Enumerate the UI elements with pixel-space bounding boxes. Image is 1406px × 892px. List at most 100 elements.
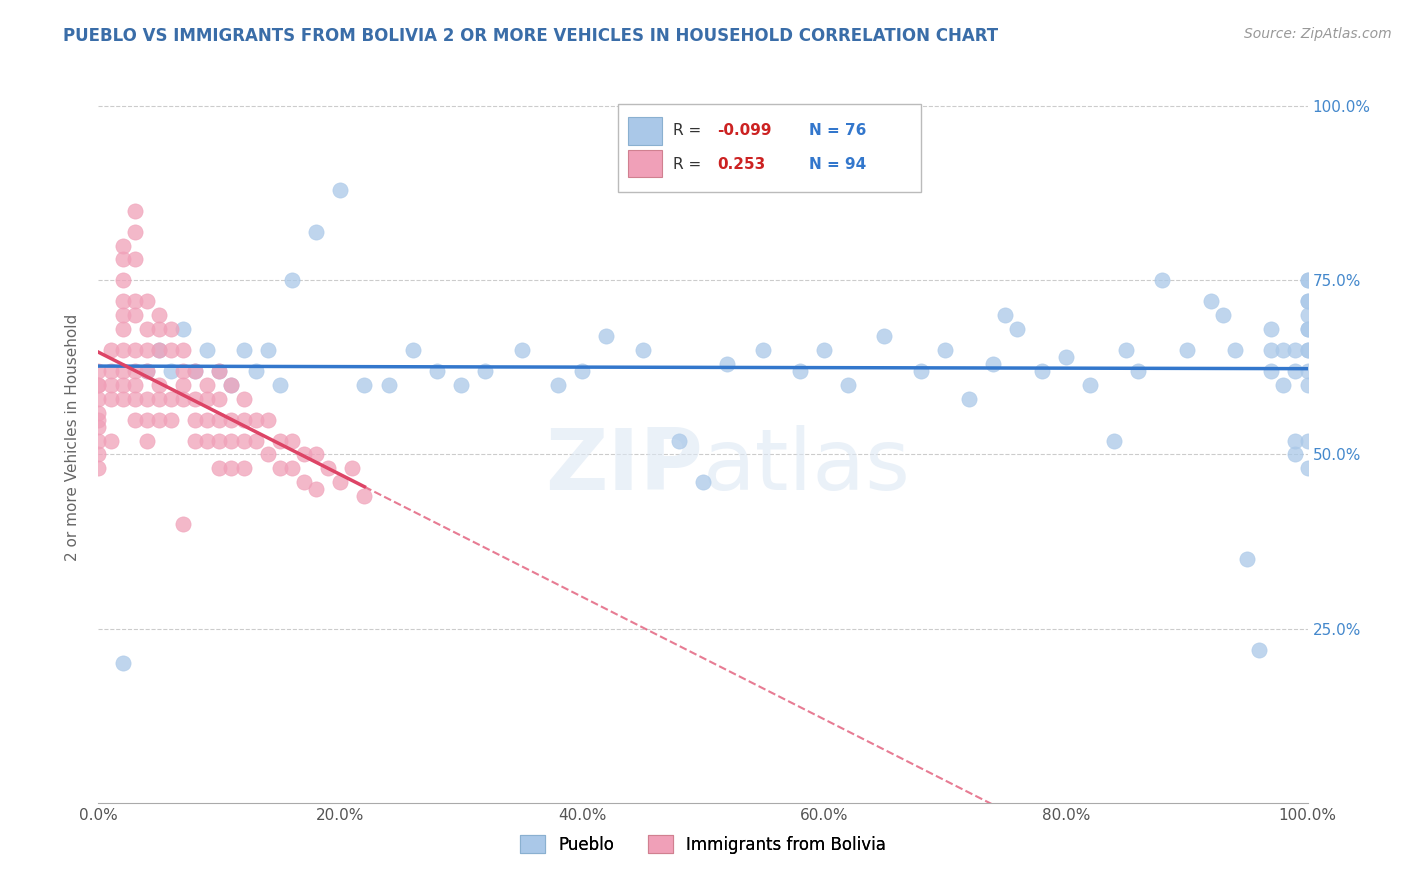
Point: [547, 377, 569, 392]
Point: [172, 377, 194, 392]
Point: [377, 377, 399, 392]
Point: [111, 238, 134, 252]
Point: [510, 343, 533, 357]
Point: [1199, 294, 1222, 309]
Point: [426, 364, 449, 378]
Point: [184, 392, 207, 406]
Point: [269, 434, 291, 448]
Bar: [628, 150, 662, 178]
Text: N = 94: N = 94: [810, 157, 866, 172]
Point: [245, 434, 267, 448]
Point: [1223, 343, 1246, 357]
Point: [87, 448, 110, 462]
Bar: [628, 117, 662, 145]
Point: [87, 412, 110, 426]
Point: [571, 364, 593, 378]
Point: [1296, 294, 1319, 309]
Point: [1078, 377, 1101, 392]
Point: [148, 392, 170, 406]
Point: [208, 434, 231, 448]
Point: [281, 273, 304, 287]
Point: [232, 434, 254, 448]
Point: [148, 377, 170, 392]
Point: [124, 252, 146, 267]
Point: [316, 461, 339, 475]
Point: [1296, 273, 1319, 287]
Point: [100, 434, 122, 448]
Point: [184, 434, 207, 448]
Point: [631, 343, 654, 357]
Point: [1296, 294, 1319, 309]
Point: [245, 412, 267, 426]
Point: [232, 343, 254, 357]
Point: [1296, 434, 1319, 448]
Point: [292, 475, 315, 490]
Point: [87, 434, 110, 448]
Point: [1260, 322, 1282, 336]
Point: [305, 483, 328, 497]
Point: [1296, 461, 1319, 475]
Point: [232, 461, 254, 475]
Point: [1128, 364, 1150, 378]
Point: [837, 377, 859, 392]
Point: [981, 357, 1004, 371]
Point: [1212, 308, 1234, 322]
Point: [221, 412, 243, 426]
Point: [353, 377, 375, 392]
Point: [135, 434, 157, 448]
Point: [195, 412, 218, 426]
Point: [135, 343, 157, 357]
Point: [221, 377, 243, 392]
Point: [1284, 448, 1306, 462]
Point: [342, 461, 364, 475]
Point: [111, 364, 134, 378]
Point: [208, 364, 231, 378]
Point: [595, 329, 617, 343]
Point: [148, 412, 170, 426]
Point: [402, 343, 425, 357]
Point: [1249, 642, 1271, 657]
Point: [1152, 273, 1174, 287]
Point: [789, 364, 811, 378]
Point: [172, 322, 194, 336]
Point: [934, 343, 956, 357]
Point: [124, 364, 146, 378]
Point: [256, 343, 278, 357]
Point: [256, 448, 278, 462]
Point: [1296, 308, 1319, 322]
Legend: Pueblo, Immigrants from Bolivia: Pueblo, Immigrants from Bolivia: [513, 829, 893, 860]
Point: [135, 364, 157, 378]
Point: [208, 392, 231, 406]
Point: [160, 364, 183, 378]
Point: [87, 364, 110, 378]
Point: [124, 294, 146, 309]
Point: [1296, 343, 1319, 357]
Point: [1102, 434, 1125, 448]
Point: [668, 434, 690, 448]
Point: [160, 412, 183, 426]
Point: [221, 461, 243, 475]
Point: [124, 412, 146, 426]
Point: [148, 343, 170, 357]
Point: [208, 412, 231, 426]
Point: [135, 392, 157, 406]
Point: [148, 343, 170, 357]
Point: [111, 294, 134, 309]
Point: [160, 392, 183, 406]
Point: [1296, 364, 1319, 378]
Point: [124, 203, 146, 218]
Point: [1007, 322, 1029, 336]
Point: [160, 322, 183, 336]
Text: Source: ZipAtlas.com: Source: ZipAtlas.com: [1244, 27, 1392, 41]
Point: [329, 475, 352, 490]
Point: [1296, 377, 1319, 392]
Point: [172, 364, 194, 378]
Text: PUEBLO VS IMMIGRANTS FROM BOLIVIA 2 OR MORE VEHICLES IN HOUSEHOLD CORRELATION CH: PUEBLO VS IMMIGRANTS FROM BOLIVIA 2 OR M…: [63, 27, 998, 45]
Point: [1236, 552, 1258, 566]
Point: [87, 377, 110, 392]
Point: [221, 434, 243, 448]
Text: R =: R =: [672, 157, 706, 172]
Text: -0.099: -0.099: [717, 123, 772, 138]
Point: [124, 377, 146, 392]
Point: [292, 448, 315, 462]
